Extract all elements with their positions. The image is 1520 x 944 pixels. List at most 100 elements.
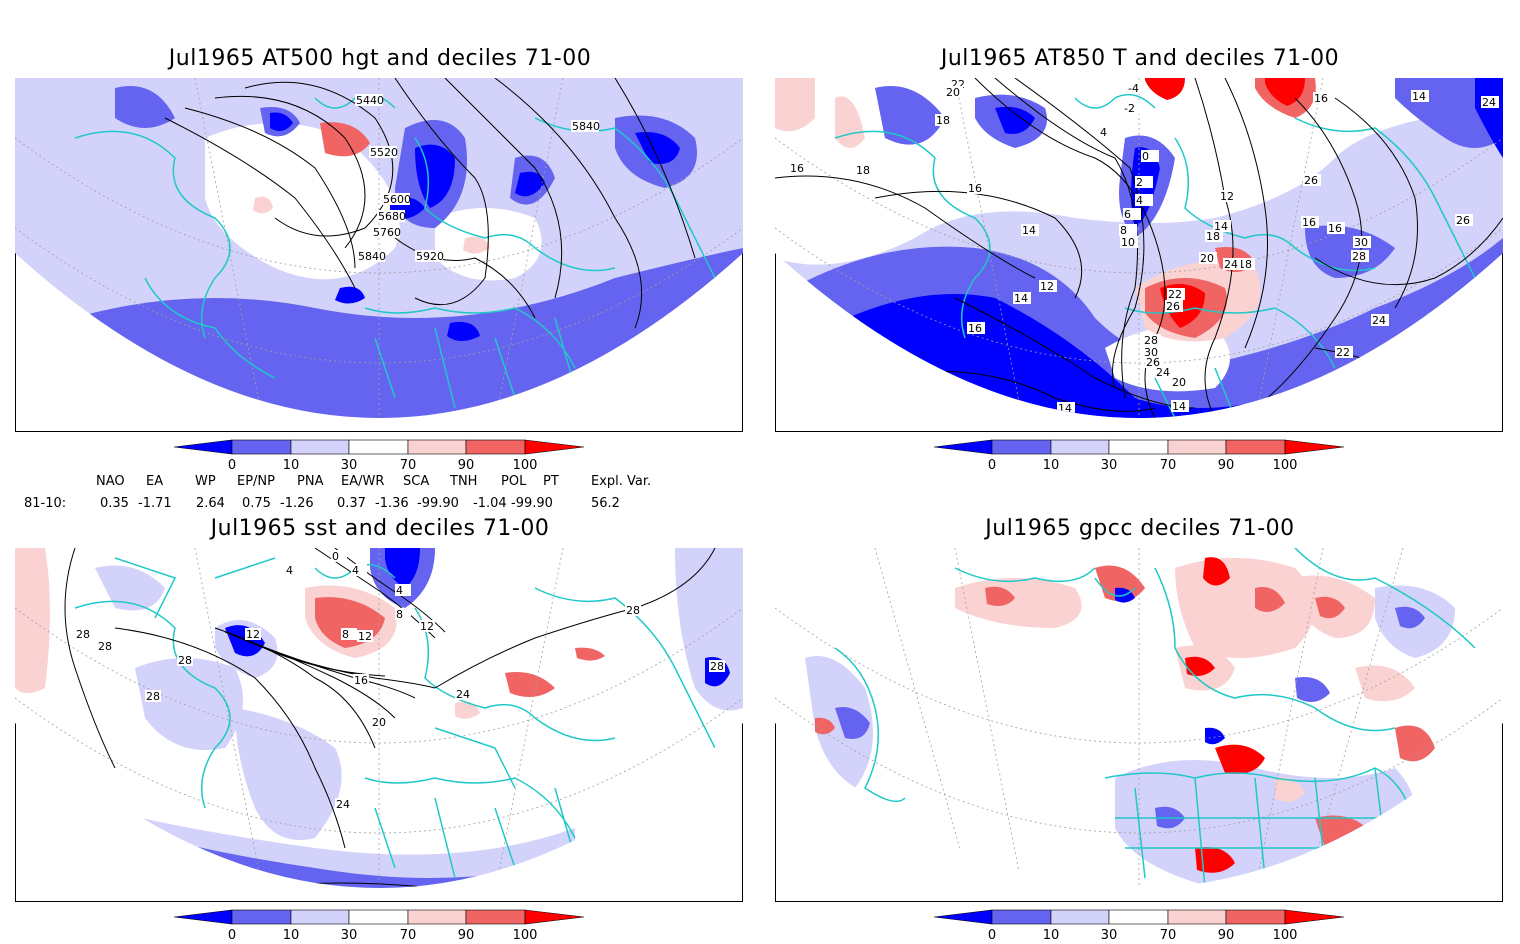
contour-label: 30 [1354, 236, 1368, 249]
contour-label: 8 [342, 628, 349, 641]
colorbar-tick-label: 0 [228, 928, 236, 943]
colorbar-tick-label: 100 [1273, 928, 1298, 943]
contour-label: 14 [1172, 400, 1186, 413]
contour-label: 24 [1372, 314, 1386, 327]
index-value-ea: -1.71 [138, 496, 172, 511]
map-panel-500hgt: 5440 5520 5600 5680 5760 5840 5920 5840 [15, 78, 743, 432]
colorbar-segment [1225, 909, 1286, 925]
contour-label: 22 [1168, 288, 1182, 301]
index-header-pol: POL [501, 474, 527, 489]
teleconnection-indices: NAO EA WP EP/NP PNA EA/WR SCA TNH POL PT… [0, 474, 760, 514]
contour-label: 4 [286, 564, 293, 577]
colorbar-segment [465, 909, 526, 925]
colorbar-segment [407, 909, 467, 925]
colorbar-segment [1284, 439, 1345, 455]
colorbar-tick-label: 70 [1160, 458, 1177, 473]
index-value-epnp: 0.75 [242, 496, 271, 511]
colorbar-tick-label: 70 [400, 928, 417, 943]
colorbar-segment [1050, 909, 1110, 925]
contour-label: 28 [146, 690, 160, 703]
contour-label: 12 [1040, 280, 1054, 293]
colorbar-segment [290, 909, 350, 925]
colorbar-segment [1108, 439, 1169, 455]
colorbar-tick-label: 90 [458, 458, 475, 473]
contour-label: 5760 [373, 226, 401, 239]
contour-label: 24 [336, 798, 350, 811]
colorbar-bottom-left: 0 10 30 70 90 100 [173, 908, 585, 944]
colorbar-tick-label: 0 [988, 458, 996, 473]
contour-label: 24 [1224, 258, 1238, 271]
contour-label: 18 [936, 114, 950, 127]
colorbar-segment [173, 439, 233, 455]
index-header-pt: PT [543, 474, 559, 489]
colorbar-tick-label: 30 [341, 928, 358, 943]
contour-label: 0 [1142, 150, 1149, 163]
title-top-left: Jul1965 AT500 hgt and deciles 71-00 [168, 46, 592, 71]
colorbar-segment [991, 909, 1052, 925]
colorbar-tick-label: 30 [1101, 928, 1118, 943]
contour-label: 24 [1482, 96, 1496, 109]
title-bottom-right: Jul1965 gpcc deciles 71-00 [985, 516, 1295, 541]
colorbar-segment [348, 439, 409, 455]
colorbar-segment [1167, 909, 1227, 925]
colorbar-bottom-right: 0 10 30 70 90 100 [933, 908, 1345, 944]
contour-label: -4 [1128, 82, 1139, 95]
contour-label: 2 [1136, 176, 1143, 189]
contour-label: 18 [1206, 230, 1220, 243]
contour-label: -2 [1124, 102, 1135, 115]
contour-label: 5920 [416, 250, 444, 263]
contour-label: 16 [354, 674, 368, 687]
contour-label: 24 [1156, 366, 1170, 379]
contour-label: 16 [1302, 216, 1316, 229]
contour-label: 4 [352, 564, 359, 577]
contour-label: 18 [856, 164, 870, 177]
colorbar-segment [173, 909, 233, 925]
colorbar-tick-label: 10 [1043, 458, 1060, 473]
colorbar-tick-label: 30 [1101, 458, 1118, 473]
colorbar-segment [991, 439, 1052, 455]
contour-label: 12 [246, 628, 260, 641]
contour-label: 22 [1336, 346, 1350, 359]
colorbar-segment [407, 439, 467, 455]
contour-label: 20 [946, 86, 960, 99]
colorbar-segment [524, 439, 585, 455]
contour-label: 5680 [378, 210, 406, 223]
index-header-wp: WP [195, 474, 216, 489]
index-value-explvar: 56.2 [591, 496, 620, 511]
index-row-label: 81-10: [24, 496, 67, 511]
contour-label: 26 [1146, 356, 1160, 369]
colorbar-segment [231, 439, 292, 455]
colorbar-segment [348, 909, 409, 925]
contour-label: 14 [1412, 90, 1426, 103]
contour-label: 28 [178, 654, 192, 667]
contour-label: 30 [1144, 346, 1158, 359]
contour-label: 20 [1172, 376, 1186, 389]
colorbar-tick-label: 90 [1218, 458, 1235, 473]
colorbar-segment [933, 909, 993, 925]
contour-label: 5600 [383, 193, 411, 206]
contour-label: 24 [456, 688, 470, 701]
contour-label: 28 [76, 628, 90, 641]
contour-label: 8 [396, 608, 403, 621]
contour-label: 4 [1100, 126, 1107, 139]
contour-label: 4 [1136, 194, 1143, 207]
index-value-pol: -1.04 [473, 496, 507, 511]
contour-label: 5840 [572, 120, 600, 133]
colorbar-top-left: 0 10 30 70 90 100 [173, 438, 585, 474]
colorbar-segment [465, 439, 526, 455]
title-top-right: Jul1965 AT850 T and deciles 71-00 [940, 46, 1340, 71]
index-value-sca: -1.36 [375, 496, 409, 511]
colorbar-segment [1050, 439, 1110, 455]
colorbar-segment [290, 439, 350, 455]
title-bottom-left: Jul1965 sst and deciles 71-00 [210, 516, 550, 541]
contour-label: 5520 [370, 146, 398, 159]
contour-label: 16 [1314, 92, 1328, 105]
contour-label: 14 [1022, 224, 1036, 237]
colorbar-tick-label: 70 [400, 458, 417, 473]
contour-label: 4 [396, 584, 403, 597]
index-value-nao: 0.35 [100, 496, 129, 511]
contour-label: 12 [420, 620, 434, 633]
contour-label: 16 [968, 322, 982, 335]
contour-label: 14 [1214, 220, 1228, 233]
colorbar-tick-label: 30 [341, 458, 358, 473]
